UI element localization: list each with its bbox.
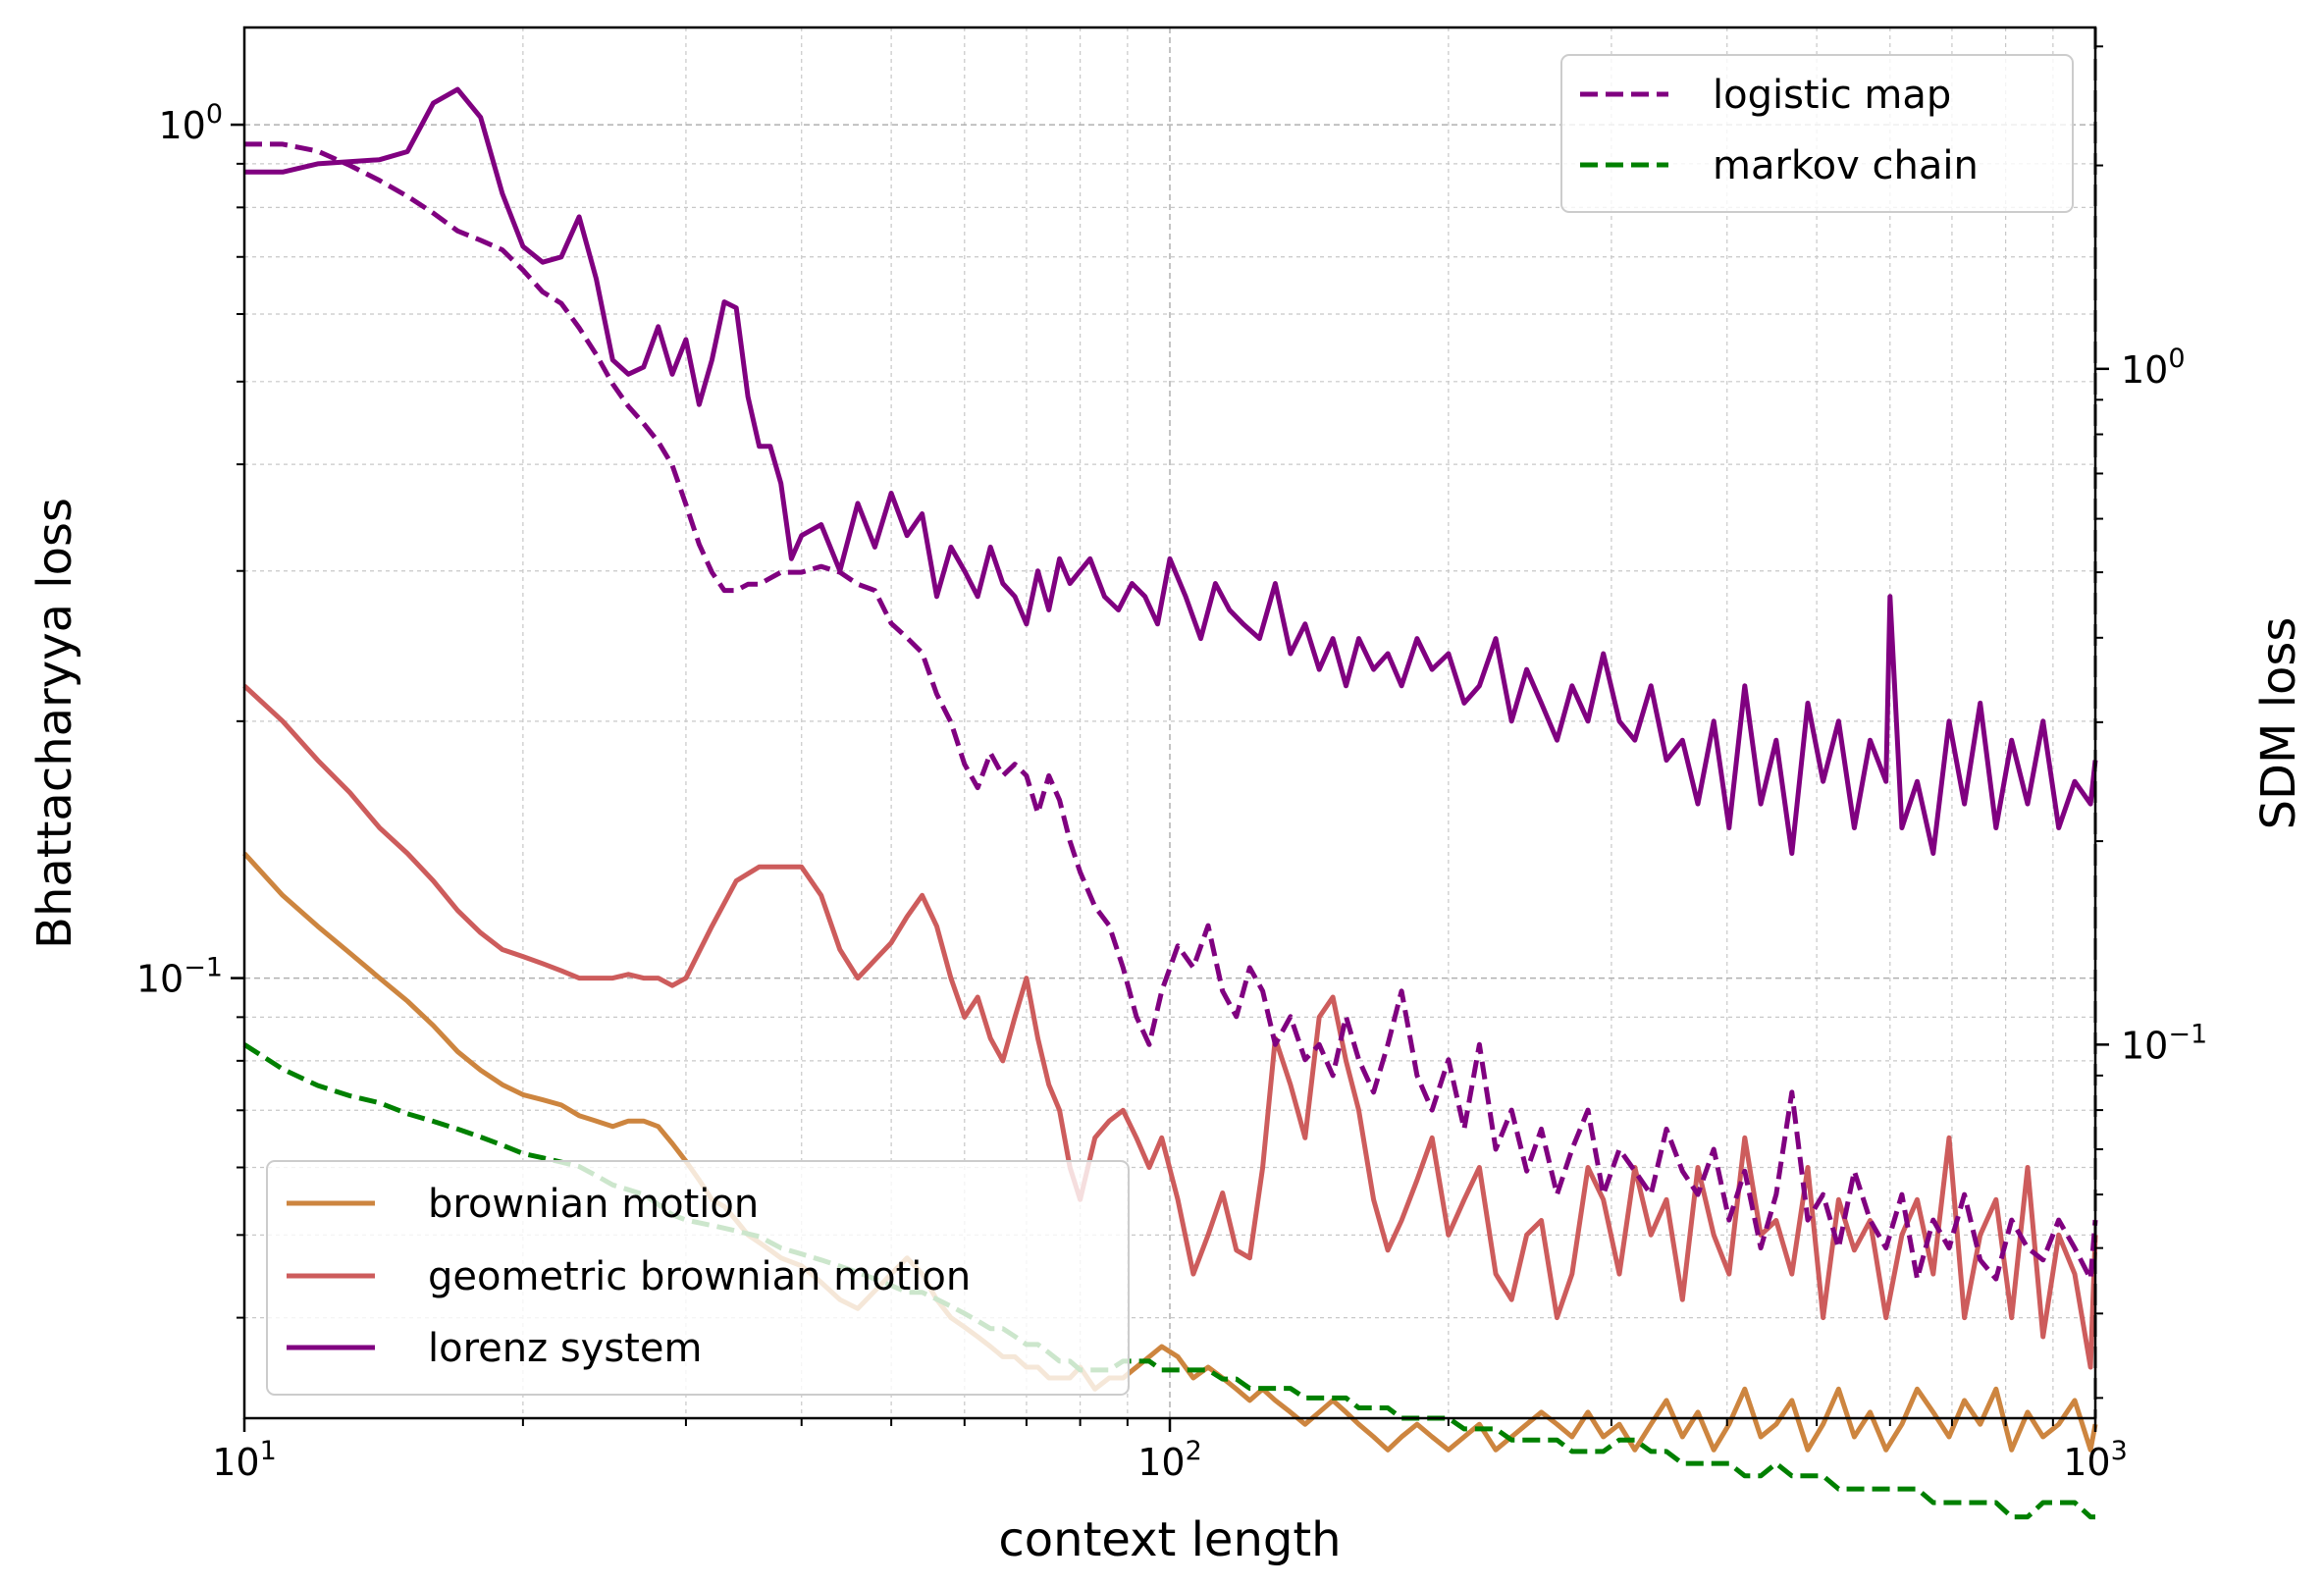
y-right-tick-label: 100 [2121, 344, 2186, 392]
legend-left: brownian motion geometric brownian motio… [266, 1160, 1130, 1396]
legend-left-box [266, 1160, 1130, 1396]
legend-label-markov-chain: markov chain [1713, 143, 1979, 188]
legend-label-lorenz-system: lorenz system [428, 1326, 702, 1371]
x-tick-label: 103 [2063, 1436, 2128, 1484]
y-left-tick-label: 100 [158, 99, 223, 147]
series-geometric-brownian-motion [242, 683, 2098, 1370]
y-right-tick-label: 10−1 [2121, 1019, 2207, 1067]
x-tick-label: 101 [212, 1436, 277, 1484]
x-tick-label: 102 [1137, 1436, 1202, 1484]
legend-right-box [1560, 54, 2074, 213]
y-left-tick-label: 10−1 [136, 953, 223, 1001]
ticks-layer: 101 102 103 10−1 100 10−1 100 [136, 27, 2207, 1484]
legend-label-brownian-motion: brownian motion [428, 1182, 759, 1227]
y-axis-left-title: Bhattacharyya loss [27, 498, 82, 949]
legend-label-geometric-brownian-motion: geometric brownian motion [428, 1254, 971, 1299]
legend-label-logistic-map: logistic map [1713, 73, 1951, 118]
series-lorenz-system [244, 86, 2098, 856]
legend-right: logistic map markov chain [1560, 54, 2074, 213]
y-axis-right-title: SDM loss [2251, 617, 2306, 830]
x-axis-title: context length [998, 1512, 1341, 1567]
